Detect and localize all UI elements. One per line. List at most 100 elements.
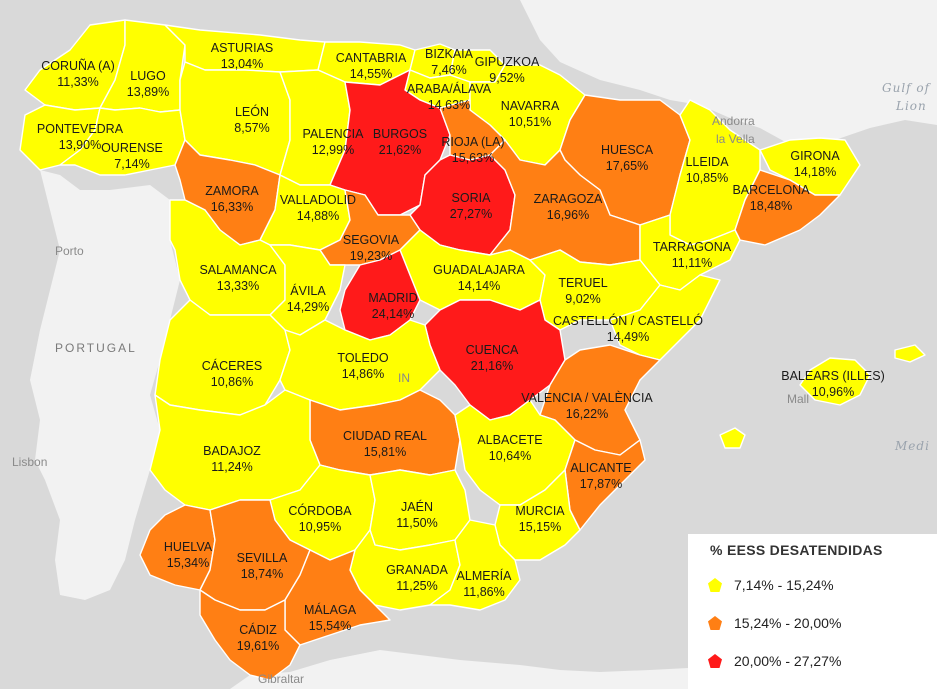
island-ibiza [719, 427, 746, 449]
label-name: TOLEDO [337, 351, 388, 365]
province-almeria[interactable] [429, 519, 521, 611]
portugal-land [30, 170, 180, 600]
label-value: 16,96% [547, 208, 589, 222]
province-barcelona[interactable] [734, 169, 841, 246]
label-name: LLEIDA [685, 155, 729, 169]
label-name: CANTABRIA [336, 51, 407, 65]
label-name: HUELVA [164, 540, 213, 554]
label-name: BIZKAIA [425, 47, 474, 61]
label-value: 15,63% [452, 151, 494, 165]
province-balears[interactable] [799, 357, 871, 406]
bg-label-lisbon: Lisbon [12, 455, 47, 469]
label-value: 11,11% [672, 256, 713, 270]
label-value: 16,22% [566, 407, 608, 421]
label-value: 10,86% [211, 375, 253, 389]
legend-label: 7,14% - 15,24% [734, 577, 834, 593]
label-value: 14,55% [350, 67, 392, 81]
label-value: 21,16% [471, 359, 513, 373]
label-name: SEVILLA [237, 551, 288, 565]
label-name: ZAMORA [205, 184, 259, 198]
label-name: CASTELLÓN / CASTELLÓ [553, 313, 703, 328]
bg-label-portugal: PORTUGAL [55, 341, 137, 355]
legend-swatch-orange [708, 616, 722, 630]
label-value: 11,86% [463, 585, 504, 599]
label-value: 8,57% [234, 121, 269, 135]
label-name: CÁCERES [202, 358, 262, 373]
bg-label-gibraltar: Gibraltar [258, 672, 304, 686]
legend: % EESS DESATENDIDAS 7,14% - 15,24% 15,24… [688, 534, 937, 689]
label-value: 18,48% [750, 199, 792, 213]
label-name: RIOJA (LA) [441, 135, 504, 149]
legend-title: % EESS DESATENDIDAS [710, 542, 883, 558]
label-value: 14,86% [342, 367, 384, 381]
bg-label-gulf-2: Lion [895, 99, 927, 113]
label-value: 11,24% [211, 460, 252, 474]
label-value: 10,96% [812, 385, 854, 399]
label-name: CORUÑA (A) [41, 59, 115, 73]
label-value: 24,14% [372, 307, 414, 321]
label-value: 11,50% [396, 516, 437, 530]
legend-swatch-yellow [708, 578, 722, 592]
label-value: 15,34% [167, 556, 209, 570]
label-name: ALMERÍA [457, 568, 513, 583]
bg-label-andorra-1: Andorra [712, 114, 755, 128]
label-name: ALBACETE [477, 433, 542, 447]
label-name: GRANADA [386, 563, 448, 577]
island-menorca [894, 344, 926, 363]
label-value: 9,52% [489, 71, 524, 85]
label-name: OURENSE [101, 141, 163, 155]
label-name: ZARAGOZA [534, 192, 603, 206]
label-value: 10,64% [489, 449, 531, 463]
label-name: MÁLAGA [304, 602, 357, 617]
label-name: VALLADOLID [280, 193, 356, 207]
label-value: 15,81% [364, 445, 406, 459]
label-value: 19,61% [237, 639, 279, 653]
label-name: GIRONA [790, 149, 840, 163]
label-value: 14,63% [428, 98, 470, 112]
label-name: HUESCA [601, 143, 654, 157]
label-value: 19,23% [350, 249, 392, 263]
label-name: CUENCA [466, 343, 519, 357]
label-name: BURGOS [373, 127, 427, 141]
province-cadiz[interactable] [199, 589, 301, 681]
label-value: 16,33% [211, 200, 253, 214]
legend-item: 7,14% - 15,24% [708, 574, 834, 596]
label-name: PALENCIA [303, 127, 365, 141]
bg-label-porto: Porto [55, 244, 84, 258]
label-value: 7,14% [114, 157, 149, 171]
label-name: SALAMANCA [199, 263, 277, 277]
label-value: 14,18% [794, 165, 836, 179]
label-value: 14,88% [297, 209, 339, 223]
province-labels: CORUÑA (A) 11,33% LUGO 13,89% ASTURIAS 1… [37, 41, 885, 653]
label-value: 14,49% [607, 330, 649, 344]
label-name: ALICANTE [570, 461, 631, 475]
france-land [520, 0, 937, 150]
legend-item: 15,24% - 20,00% [708, 612, 841, 634]
label-value: 17,65% [606, 159, 648, 173]
province-castellon[interactable] [609, 274, 721, 361]
label-name: NAVARRA [501, 99, 560, 113]
province-caceres[interactable] [154, 299, 291, 416]
label-name: ASTURIAS [211, 41, 274, 55]
legend-label: 15,24% - 20,00% [734, 615, 842, 631]
label-name: ARABA/ÁLAVA [407, 81, 492, 96]
label-name: BADAJOZ [203, 444, 261, 458]
label-name: PONTEVEDRA [37, 122, 124, 136]
label-name: VALENCIA / VALÈNCIA [521, 390, 653, 405]
label-value: 11,25% [396, 579, 437, 593]
legend-item: 20,00% - 27,27% [708, 650, 841, 672]
provinces [19, 19, 926, 681]
label-name: CIUDAD REAL [343, 429, 427, 443]
province-ourense[interactable] [59, 107, 186, 176]
label-value: 13,04% [221, 57, 263, 71]
label-value: 15,15% [519, 520, 561, 534]
label-name: SEGOVIA [343, 233, 400, 247]
label-value: 17,87% [580, 477, 622, 491]
label-name: LUGO [130, 69, 166, 83]
label-name: LEÓN [235, 104, 269, 119]
label-value: 12,99% [312, 143, 354, 157]
province-girona[interactable] [759, 137, 861, 196]
label-value: 15,54% [309, 619, 351, 633]
label-value: 13,90% [59, 138, 101, 152]
